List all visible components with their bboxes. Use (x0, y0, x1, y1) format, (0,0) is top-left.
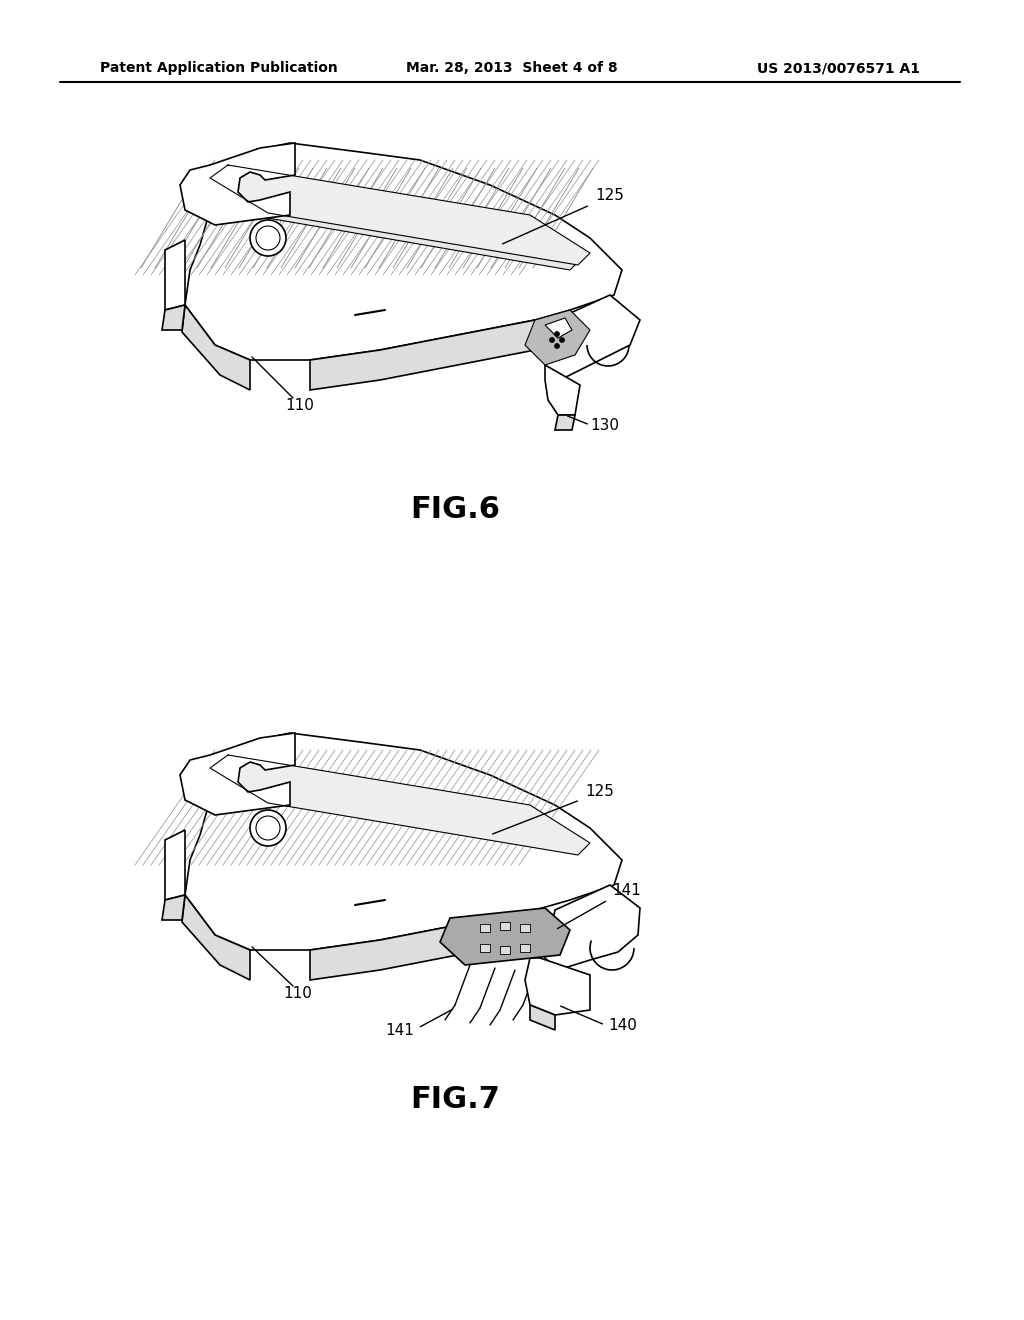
Text: 140: 140 (608, 1018, 637, 1034)
Polygon shape (182, 305, 250, 389)
Text: Mar. 28, 2013  Sheet 4 of 8: Mar. 28, 2013 Sheet 4 of 8 (407, 61, 617, 75)
Polygon shape (525, 310, 590, 366)
Text: 125: 125 (595, 187, 624, 203)
Circle shape (250, 810, 286, 846)
Polygon shape (180, 733, 295, 814)
Text: US 2013/0076571 A1: US 2013/0076571 A1 (757, 61, 920, 75)
Polygon shape (165, 830, 185, 900)
Polygon shape (525, 958, 590, 1015)
Text: 141: 141 (612, 883, 641, 898)
Polygon shape (310, 319, 535, 389)
Polygon shape (162, 895, 185, 920)
Circle shape (550, 338, 555, 342)
Text: 110: 110 (285, 399, 314, 413)
Polygon shape (555, 414, 575, 430)
Circle shape (250, 220, 286, 256)
Polygon shape (210, 755, 590, 855)
Circle shape (555, 331, 559, 337)
Polygon shape (180, 143, 295, 224)
Polygon shape (210, 165, 590, 265)
Polygon shape (440, 908, 570, 965)
Polygon shape (545, 294, 640, 380)
Text: 141: 141 (385, 1023, 414, 1038)
Polygon shape (545, 366, 580, 414)
Polygon shape (185, 733, 622, 950)
Polygon shape (165, 240, 185, 310)
Polygon shape (310, 909, 535, 979)
Bar (520, 924, 530, 932)
Circle shape (256, 226, 280, 249)
Text: 125: 125 (585, 784, 613, 799)
Circle shape (559, 338, 564, 342)
Text: FIG.6: FIG.6 (410, 495, 500, 524)
Text: FIG.7: FIG.7 (410, 1085, 500, 1114)
Text: 130: 130 (590, 418, 618, 433)
Polygon shape (545, 884, 640, 970)
Bar (480, 944, 490, 952)
Text: 110: 110 (283, 986, 312, 1001)
Bar (500, 921, 510, 931)
Bar (520, 944, 530, 952)
Polygon shape (545, 318, 572, 338)
Bar (500, 946, 510, 954)
Circle shape (256, 816, 280, 840)
Polygon shape (215, 172, 582, 271)
Polygon shape (530, 1005, 555, 1030)
Circle shape (555, 343, 559, 348)
Polygon shape (182, 895, 250, 979)
Polygon shape (162, 305, 185, 330)
Polygon shape (185, 143, 622, 360)
Bar (480, 924, 490, 932)
Text: Patent Application Publication: Patent Application Publication (100, 61, 338, 75)
